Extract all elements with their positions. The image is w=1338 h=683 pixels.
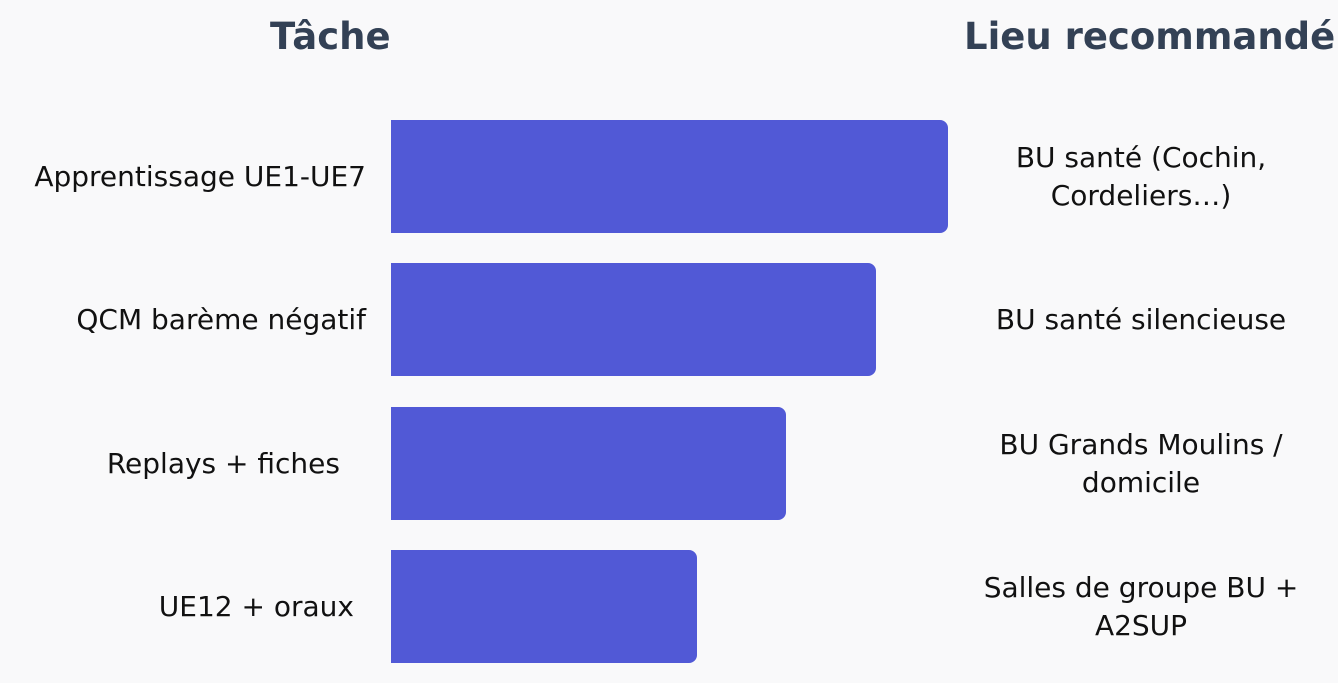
header-recommended-place: Lieu recommandé [964, 15, 1336, 58]
funnel-row-3: Replays + fiches BU Grands Moulins / dom… [0, 407, 1338, 521]
funnel-bar [391, 120, 948, 233]
place-cell: BU santé (Cochin, Cordeliers…) [952, 120, 1330, 234]
place-cell: Salles de groupe BU + A2SUP [952, 550, 1330, 664]
task-label: UE12 + oraux [158, 590, 354, 623]
funnel-bar [391, 263, 876, 376]
funnel-bar [391, 407, 786, 520]
funnel-row-1: Apprentissage UE1-UE7 BU santé (Cochin, … [0, 120, 1338, 234]
place-label: Salles de groupe BU + A2SUP [983, 571, 1299, 642]
task-label: Replays + fiches [106, 447, 340, 480]
place-label: BU santé (Cochin, Cordeliers…) [1015, 141, 1267, 212]
header-task: Tâche [270, 15, 391, 58]
task-label: Apprentissage UE1-UE7 [34, 160, 366, 193]
task-label: QCM barème négatif [76, 303, 366, 336]
place-label: BU Grands Moulins / domicile [999, 428, 1283, 499]
place-cell: BU Grands Moulins / domicile [952, 407, 1330, 521]
funnel-bar [391, 550, 697, 663]
funnel-row-2: QCM barème négatif BU santé silencieuse [0, 263, 1338, 377]
funnel-row-4: UE12 + oraux Salles de groupe BU + A2SUP [0, 550, 1338, 664]
place-cell: BU santé silencieuse [952, 263, 1330, 377]
place-label: BU santé silencieuse [995, 303, 1287, 336]
